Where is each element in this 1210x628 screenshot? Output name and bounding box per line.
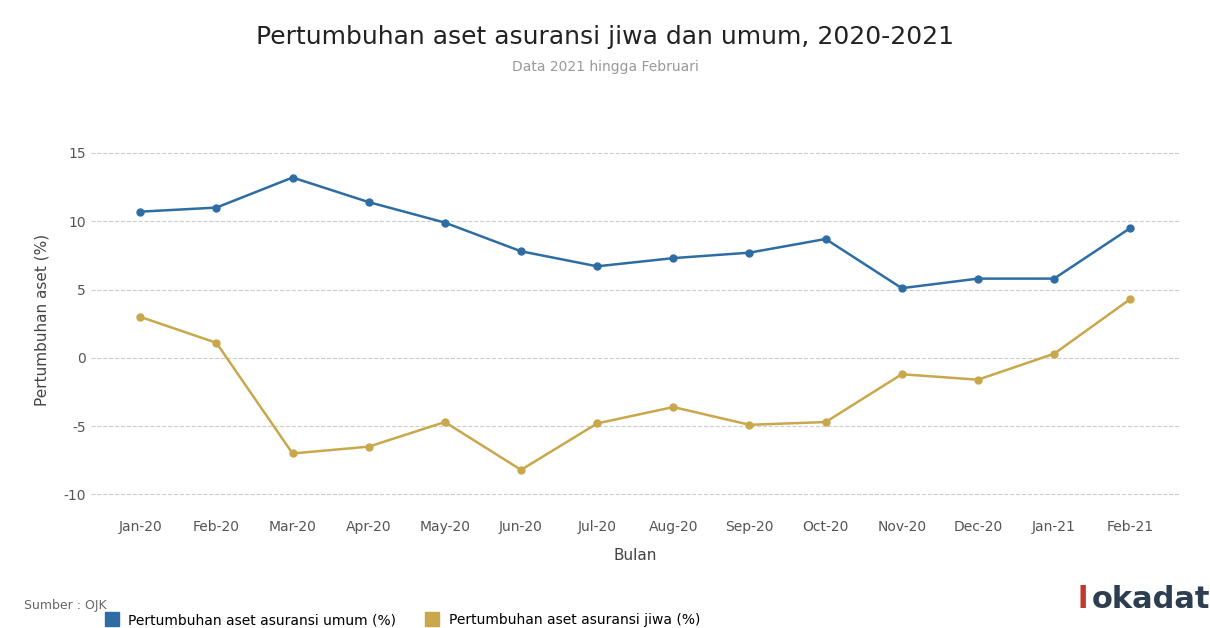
X-axis label: Bulan: Bulan: [613, 548, 657, 563]
Text: Sumber : OJK: Sumber : OJK: [24, 599, 106, 612]
Text: Pertumbuhan aset asuransi jiwa dan umum, 2020-2021: Pertumbuhan aset asuransi jiwa dan umum,…: [257, 25, 953, 49]
Legend: Pertumbuhan aset asuransi umum (%), Pertumbuhan aset asuransi jiwa (%): Pertumbuhan aset asuransi umum (%), Pert…: [98, 607, 705, 628]
Text: l: l: [1077, 585, 1088, 614]
Text: okadata: okadata: [1093, 585, 1210, 614]
Y-axis label: Pertumbuhan aset (%): Pertumbuhan aset (%): [35, 234, 50, 406]
Text: Data 2021 hingga Februari: Data 2021 hingga Februari: [512, 60, 698, 73]
